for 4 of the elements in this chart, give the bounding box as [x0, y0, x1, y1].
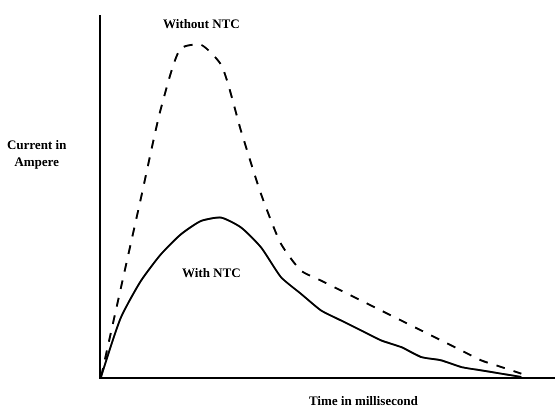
x-axis-title: Time in millisecond	[309, 393, 419, 407]
series-label: With NTC	[182, 265, 241, 280]
series-label: Without NTC	[163, 16, 240, 31]
y-axis-title: Current in Ampere	[7, 137, 68, 169]
